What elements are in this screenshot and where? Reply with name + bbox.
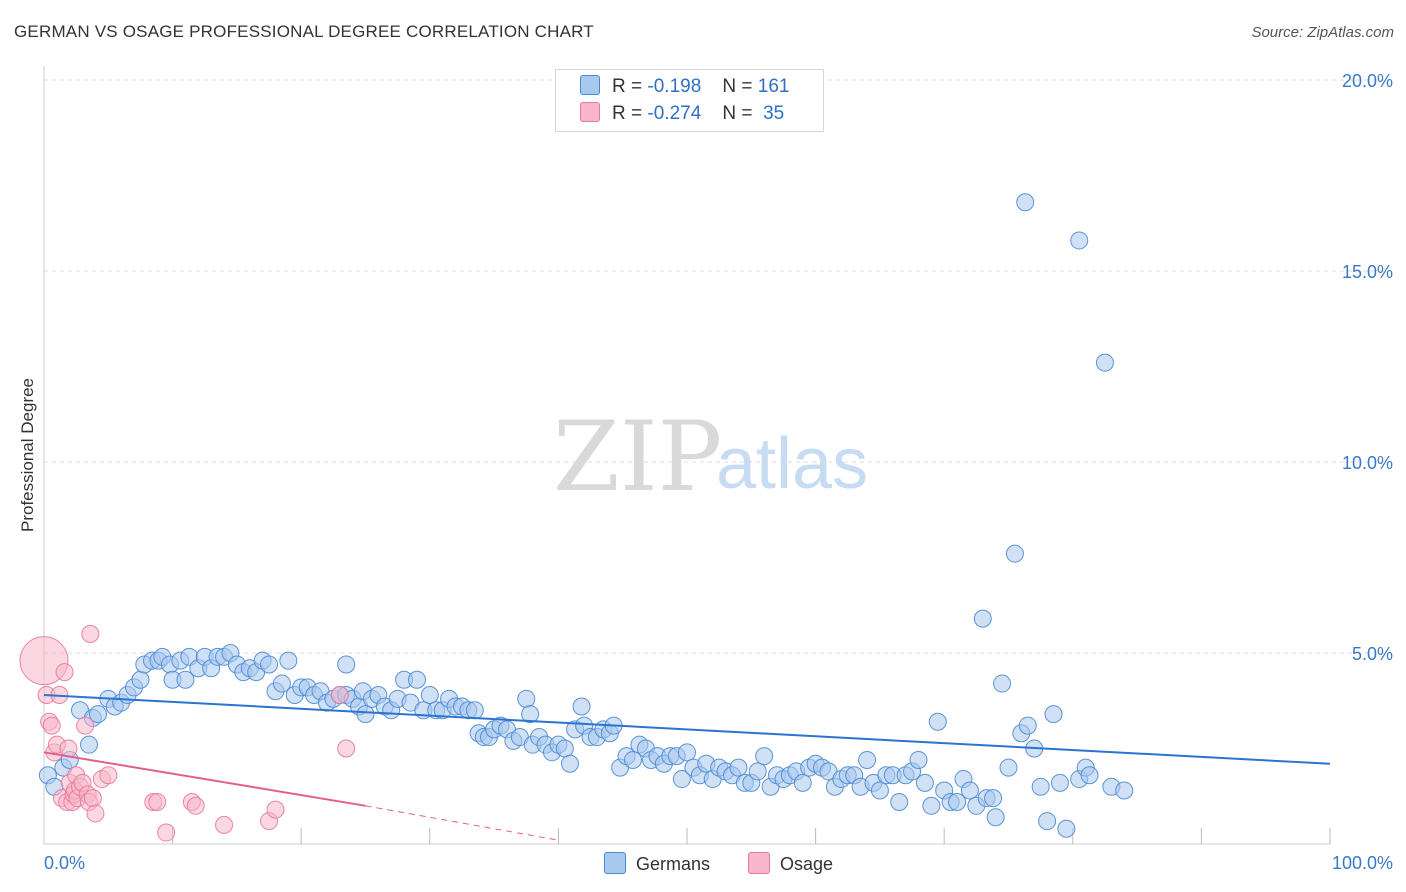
- point-germans: [517, 689, 536, 708]
- point-germans: [678, 743, 696, 762]
- point-germans: [870, 781, 889, 800]
- y-tick-label: 10.0%: [1342, 453, 1393, 473]
- axes: [43, 66, 1331, 845]
- legend-swatch-osage: [580, 102, 600, 122]
- trend-lines: [43, 694, 1331, 841]
- trend-line-osage-extrapolated: [365, 805, 559, 841]
- tick-labels: 5.0% 10.0% 15.0% 20.0% 0.0% 100.0%: [44, 71, 1393, 873]
- point-osage: [330, 686, 349, 705]
- point-germans: [928, 712, 947, 731]
- point-germans: [922, 796, 941, 815]
- point-germans: [1038, 812, 1057, 831]
- y-tick-label: 20.0%: [1342, 71, 1393, 91]
- point-osage: [76, 716, 95, 735]
- y-tick-label: 15.0%: [1342, 262, 1393, 282]
- data-points: [19, 193, 1134, 842]
- chart-title: GERMAN VS OSAGE PROFESSIONAL DEGREE CORR…: [14, 22, 594, 41]
- point-germans: [260, 655, 279, 674]
- point-germans: [858, 750, 877, 769]
- point-germans: [356, 705, 375, 724]
- point-osage: [215, 815, 234, 834]
- point-germans: [1080, 766, 1099, 785]
- point-osage: [337, 739, 356, 758]
- point-germans: [909, 750, 928, 769]
- source-label: Source: ZipAtlas.com: [1251, 24, 1394, 41]
- point-germans: [131, 670, 150, 689]
- watermark: ZIP atlas: [553, 401, 868, 513]
- point-germans: [984, 789, 1003, 808]
- legend-r-germans: -0.198: [647, 76, 702, 97]
- point-osage: [266, 800, 285, 819]
- point-osage: [42, 716, 61, 735]
- point-germans: [960, 781, 979, 800]
- point-germans: [729, 758, 748, 777]
- point-germans: [272, 674, 291, 693]
- x-tick-label: 100.0%: [1332, 853, 1393, 873]
- point-germans: [572, 697, 591, 716]
- point-germans: [755, 747, 774, 766]
- point-germans: [948, 792, 967, 811]
- point-germans: [1050, 773, 1069, 792]
- point-osage: [83, 789, 102, 808]
- y-tick-label: 5.0%: [1352, 644, 1393, 664]
- point-germans: [1070, 231, 1089, 250]
- legend-n-osage: 35: [763, 103, 785, 124]
- watermark-atlas: atlas: [716, 424, 868, 504]
- point-germans: [1005, 544, 1024, 563]
- trend-line-germans: [43, 694, 1331, 765]
- point-osage: [99, 766, 118, 785]
- point-germans: [521, 705, 540, 724]
- point-germans: [993, 674, 1012, 693]
- point-germans: [420, 686, 439, 705]
- point-osage: [55, 663, 74, 682]
- bottom-legend-osage: Osage: [748, 852, 833, 875]
- point-germans: [555, 739, 574, 758]
- legend-swatch-germans: [580, 75, 600, 95]
- point-germans: [560, 754, 579, 773]
- bottom-legend-swatch-osage: [748, 852, 770, 874]
- point-germans: [89, 705, 108, 724]
- x-tick-label: 0.0%: [44, 853, 85, 873]
- point-germans: [1095, 353, 1114, 372]
- point-germans: [915, 773, 934, 792]
- point-germans: [1016, 193, 1035, 212]
- point-germans: [80, 735, 99, 754]
- bottom-legend-swatch-germans: [604, 852, 626, 874]
- point-germans: [672, 770, 691, 789]
- point-germans: [793, 773, 812, 792]
- point-germans: [279, 651, 298, 670]
- point-germans: [973, 609, 992, 628]
- point-germans: [623, 750, 642, 769]
- point-germans: [1044, 705, 1063, 724]
- point-germans: [1031, 777, 1050, 796]
- point-germans: [986, 808, 1005, 827]
- point-germans: [465, 701, 484, 720]
- stats-legend: R = -0.198 N = 161 R = -0.274 N = 35: [555, 69, 824, 132]
- point-germans: [1115, 781, 1134, 800]
- point-osage: [86, 804, 105, 823]
- legend-r-osage: -0.274: [647, 103, 702, 124]
- point-germans: [407, 670, 426, 689]
- point-germans: [999, 758, 1018, 777]
- point-osage: [81, 624, 100, 643]
- point-osage: [157, 823, 176, 842]
- point-germans: [337, 655, 356, 674]
- grid-lines: [44, 79, 1390, 654]
- legend-row-osage: R = -0.274 N = 35: [580, 102, 784, 128]
- point-osage: [148, 792, 167, 811]
- legend-row-germans: R = -0.198 N = 161: [580, 75, 789, 101]
- point-germans: [1057, 819, 1076, 838]
- legend-n-germans: 161: [757, 76, 790, 97]
- point-germans: [1018, 716, 1037, 735]
- trend-line-osage: [43, 751, 366, 807]
- watermark-zip: ZIP: [553, 401, 722, 513]
- point-germans: [748, 762, 767, 781]
- bottom-legend-germans: Germans: [604, 852, 710, 875]
- point-germans: [890, 792, 909, 811]
- point-osage: [186, 796, 205, 815]
- point-germans: [176, 670, 195, 689]
